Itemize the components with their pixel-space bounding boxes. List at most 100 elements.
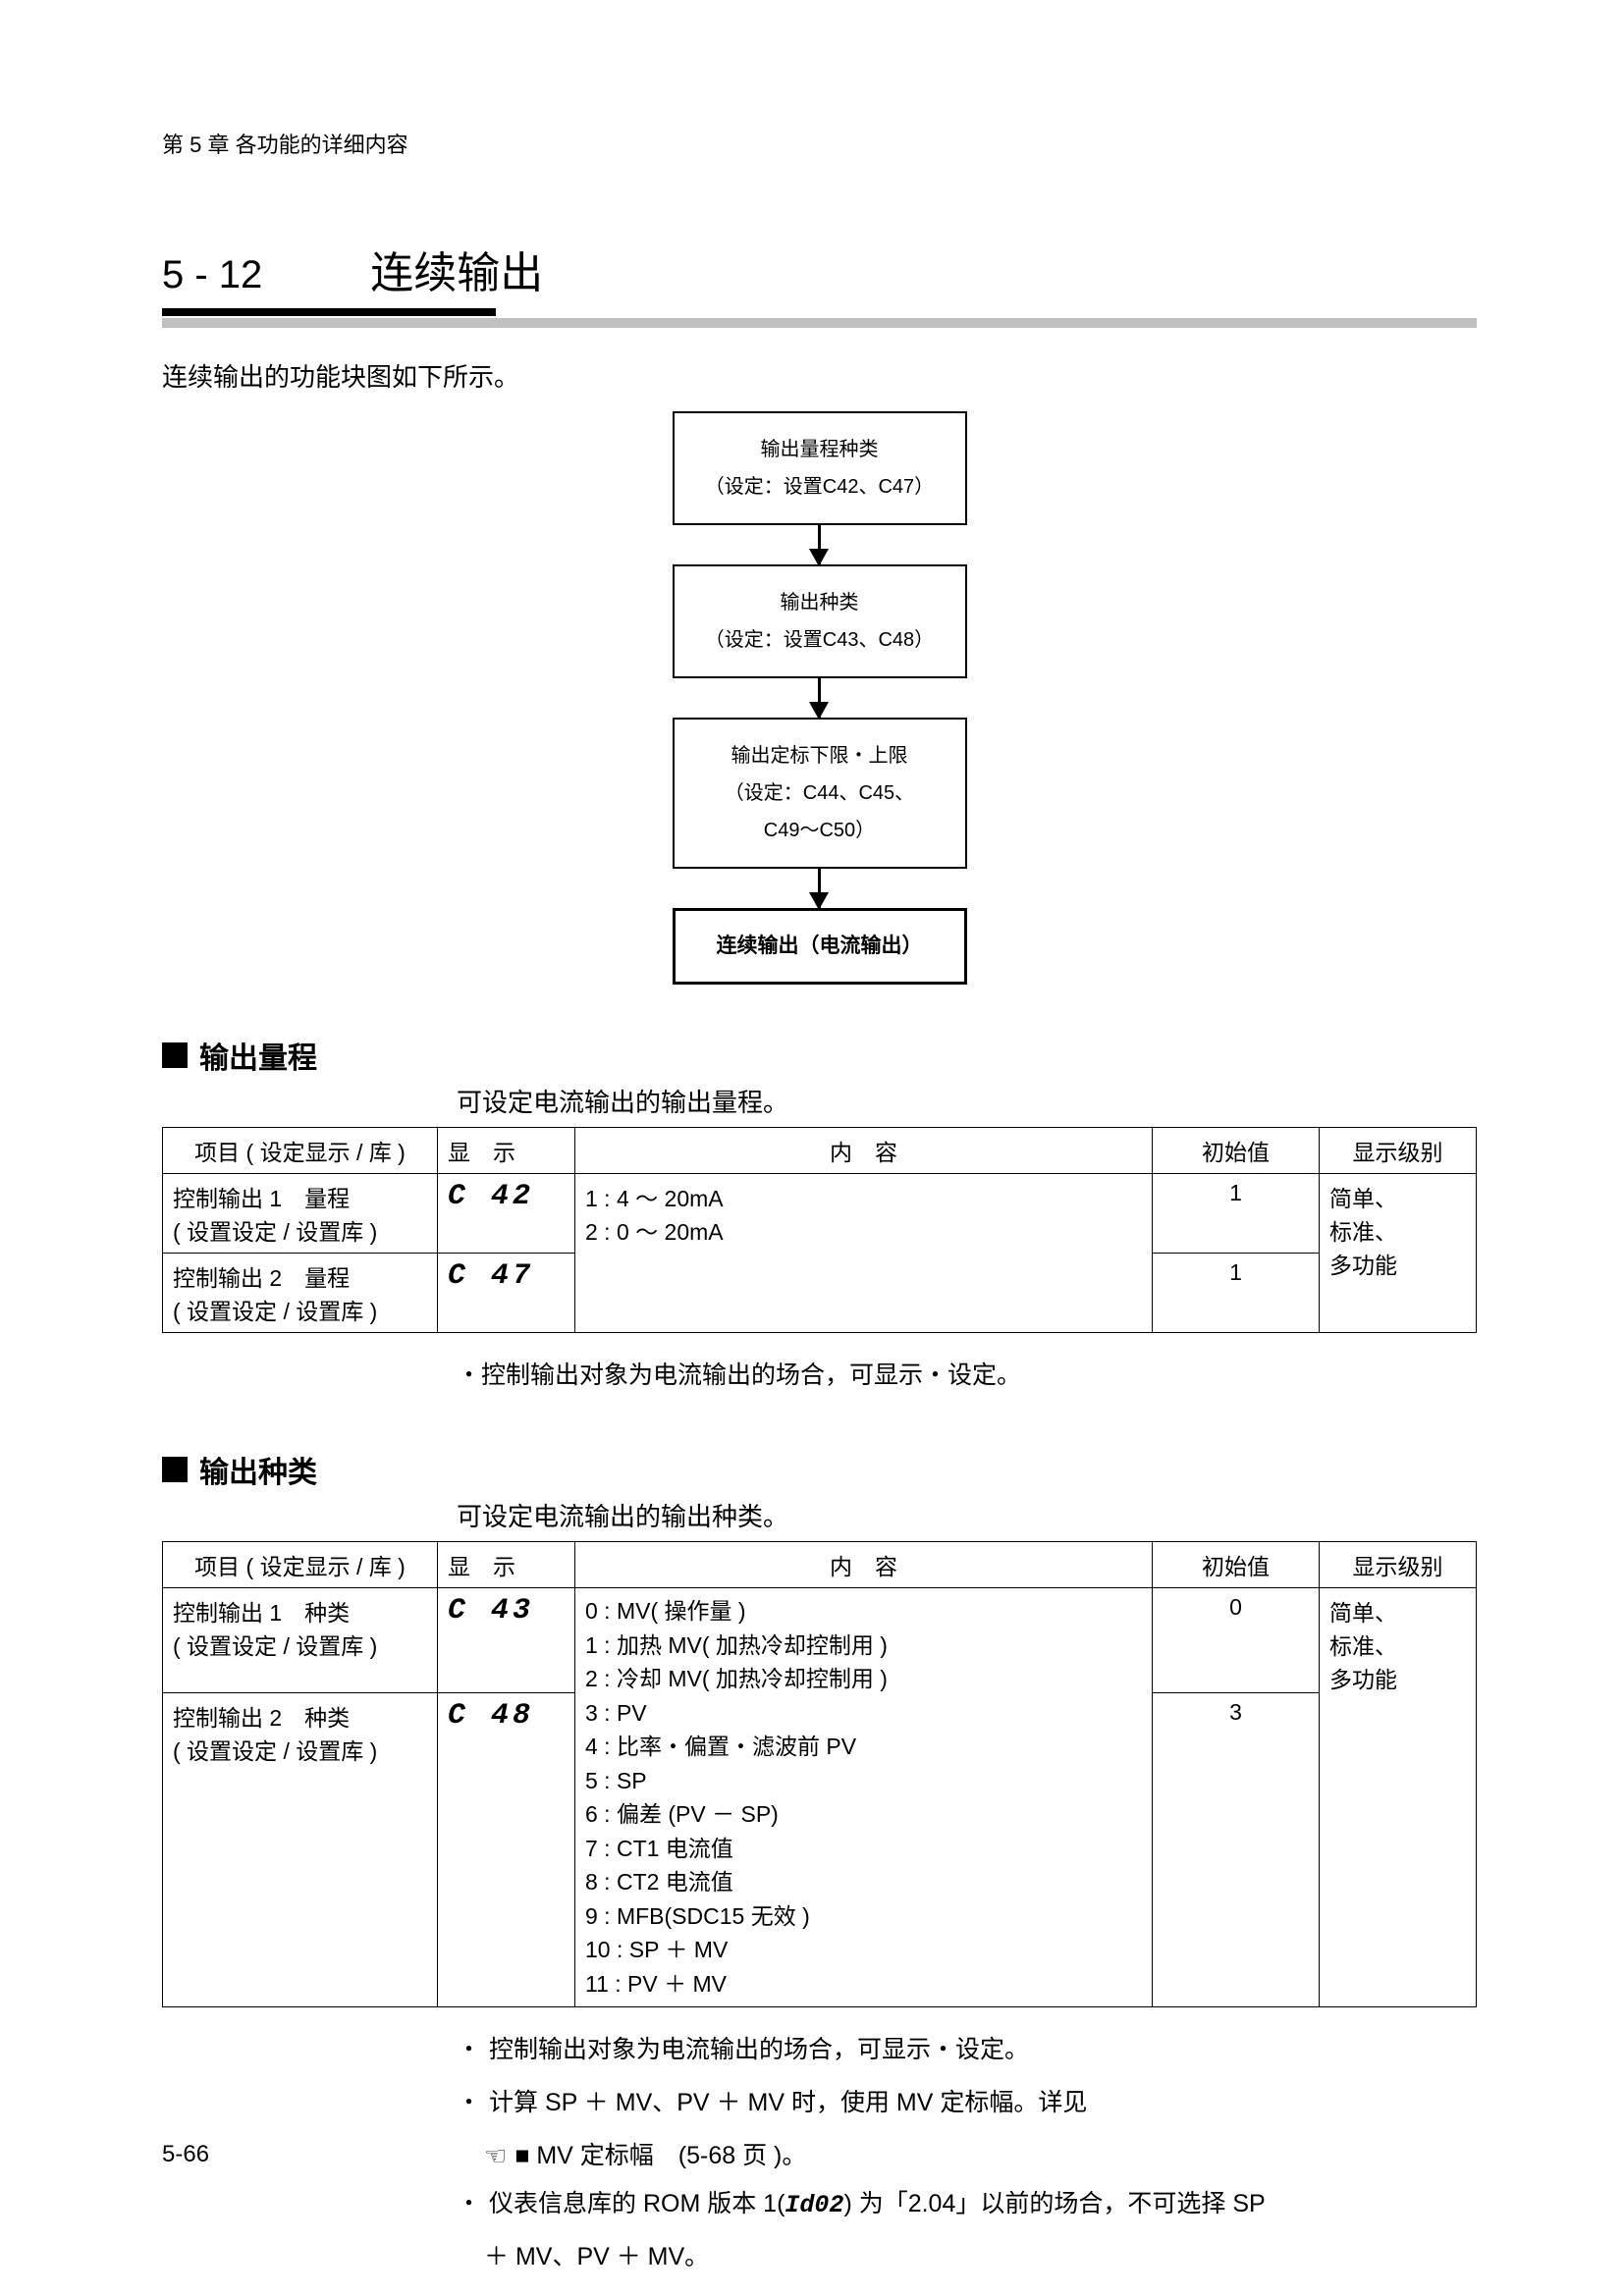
note-text: ・控制输出对象为电流输出的场合，可显示・设定。 — [457, 1353, 1477, 1400]
cell-init: 0 — [1153, 1588, 1320, 1693]
cell-line: 控制输出 2 量程 — [173, 1259, 427, 1293]
cell-item: 控制输出 2 种类 ( 设置设定 / 设置库 ) — [163, 1693, 438, 2007]
square-icon — [162, 1042, 188, 1068]
intro-text: 连续输出的功能块图如下所示。 — [162, 357, 1477, 394]
subheading-text: 输出量程 — [199, 1034, 317, 1077]
cell-line: 3 : PV — [585, 1696, 1142, 1731]
cell-line: ( 设置设定 / 设置库 ) — [173, 1733, 427, 1766]
cell-line: 9 : MFB(SDC15 无效 ) — [585, 1899, 1142, 1934]
note-row: ・ 控制输出对象为电流输出的场合，可显示・设定。 — [457, 2027, 1477, 2074]
section-b-notes: ・ 控制输出对象为电流输出的场合，可显示・设定。 ・ 计算 SP ＋ MV、PV… — [457, 2027, 1477, 2280]
note-text: 计算 SP ＋ MV、PV ＋ MV 时，使用 MV 定标幅。详见 — [489, 2080, 1087, 2127]
flowchart: 输出量程种类 （设定：设置C42、C47） 输出种类 （设定：设置C43、C48… — [162, 411, 1477, 985]
cell-line: 标准、 — [1329, 1628, 1466, 1661]
th-level: 显示级别 — [1320, 1542, 1477, 1588]
cell-line: 7 : CT1 电流值 — [585, 1832, 1142, 1866]
section-a-note: ・控制输出对象为电流输出的场合，可显示・设定。 — [457, 1353, 1477, 1400]
flow-box-3-line3: C49～C50） — [704, 812, 936, 849]
cell-content: 1 : 4 ～ 20mA 2 : 0 ～ 20mA — [575, 1173, 1153, 1332]
cell-init: 1 — [1153, 1173, 1320, 1253]
cell-line: 多功能 — [1329, 1661, 1466, 1694]
cell-item: 控制输出 1 量程 ( 设置设定 / 设置库 ) — [163, 1173, 438, 1253]
cell-line: 11 : PV ＋ MV — [585, 1967, 1142, 2002]
table-header-row: 项目 ( 设定显示 / 库 ) 显 示 内 容 初始值 显示级别 — [163, 1542, 1477, 1588]
cell-line: 多功能 — [1329, 1247, 1466, 1280]
cell-line: ( 设置设定 / 设置库 ) — [173, 1628, 427, 1661]
bullet-dot: ・ — [457, 2027, 481, 2074]
flow-box-2-line1: 输出种类 — [704, 584, 936, 621]
cell-line: 简单、 — [1329, 1594, 1466, 1628]
th-disp: 显 示 — [438, 1542, 575, 1588]
note-text: 控制输出对象为电流输出的场合，可显示・设定。 — [489, 2027, 1029, 2074]
flow-box-2-line2: （设定：设置C43、C48） — [704, 621, 936, 659]
square-icon — [162, 1457, 188, 1482]
note-part: ) 为「2.04」以前的场合，不可选择 SP — [843, 2190, 1265, 2217]
cell-line: 8 : CT2 电流值 — [585, 1865, 1142, 1899]
page-number: 5-66 — [162, 2141, 209, 2168]
flow-box-4: 连续输出（电流输出） — [673, 908, 967, 985]
cell-level: 简单、 标准、 多功能 — [1320, 1588, 1477, 2007]
section-a-desc: 可设定电流输出的输出量程。 — [457, 1083, 1477, 1119]
flow-arrow-1 — [818, 525, 821, 564]
cross-reference: ☞ ■ MV 定标幅 (5-68 页 )。 — [484, 2132, 1477, 2180]
cell-display-c47: C 47 — [438, 1253, 575, 1332]
code-inline: Id02 — [785, 2191, 843, 2219]
flow-box-1: 输出量程种类 （设定：设置C42、C47） — [673, 411, 967, 525]
section-title-row: 5 - 12 连续输出 — [162, 238, 1477, 300]
cell-line: 控制输出 2 种类 — [173, 1699, 427, 1733]
cell-line: ( 设置设定 / 设置库 ) — [173, 1293, 427, 1326]
flow-box-1-line1: 输出量程种类 — [704, 431, 936, 468]
note-row: ＋ MV、PV ＋ MV。 — [484, 2234, 1477, 2281]
table-output-type: 项目 ( 设定显示 / 库 ) 显 示 内 容 初始值 显示级别 控制输出 1 … — [162, 1541, 1477, 2007]
cell-line: 简单、 — [1329, 1180, 1466, 1213]
cell-line: 4 : 比率・偏置・滤波前 PV — [585, 1730, 1142, 1764]
section-b-desc: 可设定电流输出的输出种类。 — [457, 1497, 1477, 1533]
cell-line: 2 : 冷却 MV( 加热冷却控制用 ) — [585, 1662, 1142, 1696]
subheading-output-range: 输出量程 — [162, 1034, 1477, 1077]
bullet-dot: ・ — [457, 2080, 481, 2127]
flow-arrow-2 — [818, 678, 821, 718]
note-row: ・ 仪表信息库的 ROM 版本 1(Id02) 为「2.04」以前的场合，不可选… — [457, 2181, 1477, 2229]
cell-level: 简单、 标准、 多功能 — [1320, 1173, 1477, 1332]
cell-line: 2 : 0 ～ 20mA — [585, 1213, 1142, 1247]
th-init: 初始值 — [1153, 1127, 1320, 1173]
bullet-dot: ・ — [457, 2181, 481, 2229]
subheading-output-type: 输出种类 — [162, 1448, 1477, 1491]
table-output-range: 项目 ( 设定显示 / 库 ) 显 示 内 容 初始值 显示级别 控制输出 1 … — [162, 1127, 1477, 1333]
flow-box-1-line2: （设定：设置C42、C47） — [704, 468, 936, 506]
cell-line: 5 : SP — [585, 1764, 1142, 1798]
chapter-header: 第 5 章 各功能的详细内容 — [162, 128, 1477, 159]
flow-box-2: 输出种类 （设定：设置C43、C48） — [673, 564, 967, 678]
cell-line: 6 : 偏差 (PV － SP) — [585, 1797, 1142, 1832]
cell-item: 控制输出 1 种类 ( 设置设定 / 设置库 ) — [163, 1588, 438, 1693]
th-level: 显示级别 — [1320, 1127, 1477, 1173]
cell-line: 1 : 4 ～ 20mA — [585, 1180, 1142, 1213]
th-content: 内 容 — [575, 1127, 1153, 1173]
title-underline-black — [162, 308, 496, 316]
cell-display-c48: C 48 — [438, 1693, 575, 2007]
cell-item: 控制输出 2 量程 ( 设置设定 / 设置库 ) — [163, 1253, 438, 1332]
cell-line: 控制输出 1 种类 — [173, 1594, 427, 1628]
note-row: ・ 计算 SP ＋ MV、PV ＋ MV 时，使用 MV 定标幅。详见 — [457, 2080, 1477, 2127]
th-content: 内 容 — [575, 1542, 1153, 1588]
cell-line: 1 : 加热 MV( 加热冷却控制用 ) — [585, 1629, 1142, 1663]
th-init: 初始值 — [1153, 1542, 1320, 1588]
section-number: 5 - 12 — [162, 253, 262, 297]
section-title: 连续输出 — [370, 238, 543, 300]
th-disp: 显 示 — [438, 1127, 575, 1173]
ref-text: ■ MV 定标幅 (5-68 页 )。 — [514, 2133, 806, 2180]
subheading-text: 输出种类 — [199, 1448, 317, 1491]
note-part: 仪表信息库的 ROM 版本 1( — [489, 2190, 785, 2217]
cell-init: 1 — [1153, 1253, 1320, 1332]
note-text: 仪表信息库的 ROM 版本 1(Id02) 为「2.04」以前的场合，不可选择 … — [489, 2181, 1266, 2229]
cell-line: 10 : SP ＋ MV — [585, 1933, 1142, 1967]
flow-arrow-3 — [818, 869, 821, 908]
th-item: 项目 ( 设定显示 / 库 ) — [163, 1127, 438, 1173]
pointer-icon: ☞ — [484, 2132, 507, 2180]
flow-box-3: 输出定标下限・上限 （设定：C44、C45、 C49～C50） — [673, 718, 967, 869]
cell-display-c43: C 43 — [438, 1588, 575, 1693]
cell-init: 3 — [1153, 1693, 1320, 2007]
th-item: 项目 ( 设定显示 / 库 ) — [163, 1542, 438, 1588]
cell-display-c42: C 42 — [438, 1173, 575, 1253]
cell-line: 控制输出 1 量程 — [173, 1180, 427, 1213]
